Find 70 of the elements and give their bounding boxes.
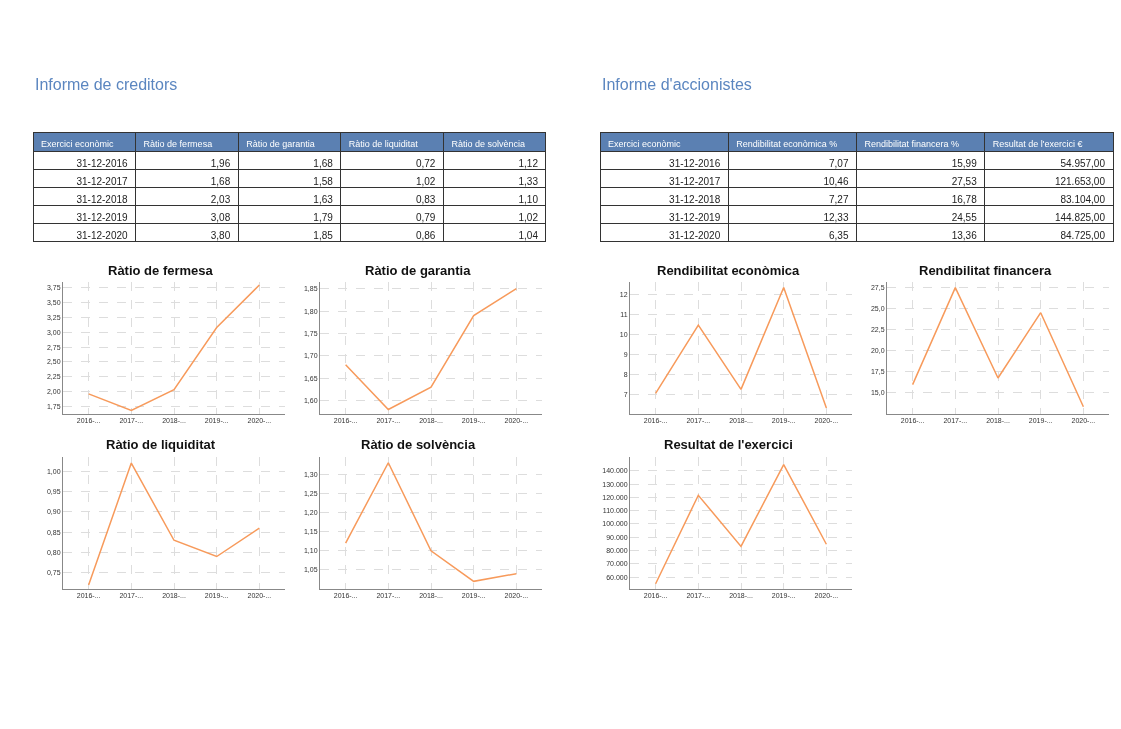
line-series: [344, 461, 518, 583]
text: 1,58: [313, 175, 334, 187]
text: 83.104,00: [1060, 193, 1106, 205]
text: 31-12-2019: [669, 211, 721, 223]
text: 1,02: [415, 175, 436, 187]
text: 31-12-2020: [76, 229, 129, 241]
line-series: [344, 287, 518, 411]
text: 1,63: [313, 193, 334, 205]
text: 31-12-2017: [76, 175, 129, 187]
text: 13,36: [951, 229, 978, 241]
text: 27,53: [951, 175, 978, 187]
text: 1,85: [313, 229, 334, 241]
text: Ràtio de solvència: [451, 138, 525, 149]
text: 3,08: [210, 211, 231, 223]
text: 2,03: [210, 193, 231, 205]
text: 31-12-2018: [76, 193, 129, 205]
text: Ràtio de garantia: [246, 138, 315, 149]
text: 31-12-2017: [669, 175, 721, 187]
text: 1,02: [518, 211, 539, 223]
text: 24,55: [951, 211, 978, 223]
text: Rendibilitat econòmica %: [736, 138, 838, 149]
chart-title: Rendibilitat econòmica: [657, 263, 801, 278]
text: 31-12-2018: [669, 193, 721, 205]
text: 1,04: [518, 229, 539, 241]
text: 1,68: [210, 175, 231, 187]
text: 31-12-2016: [76, 157, 129, 169]
text: 1,12: [518, 157, 539, 169]
chart-title: Rendibilitat financera: [919, 263, 1052, 278]
text: 31-12-2016: [669, 157, 721, 169]
text: 31-12-2019: [76, 211, 129, 223]
text: 1,10: [518, 193, 539, 205]
text: Resultat de l'exercici €: [992, 138, 1083, 149]
text: 1,96: [210, 157, 231, 169]
text: 121.653,00: [1054, 175, 1106, 187]
text: 7,27: [829, 193, 849, 205]
line-series: [87, 462, 261, 586]
text: 0,79: [415, 211, 436, 223]
text: Informe d'accionistes: [602, 76, 752, 93]
text: 84.725,00: [1060, 229, 1106, 241]
chart-title: Ràtio de liquiditat: [106, 437, 216, 452]
chart-title: Ràtio de garantia: [365, 263, 472, 278]
text: 0,72: [415, 157, 436, 169]
text: 7,07: [829, 157, 849, 169]
text: 16,78: [951, 193, 978, 205]
text: 6,35: [829, 229, 849, 241]
text: 0,83: [415, 193, 436, 205]
text: 144.825,00: [1054, 211, 1106, 223]
text: 3,80: [210, 229, 231, 241]
text: Informe de creditors: [35, 76, 178, 93]
line-series: [654, 463, 828, 585]
text: 1,79: [313, 211, 334, 223]
text: 12,33: [823, 211, 849, 223]
text: Exercici econòmic: [41, 138, 115, 149]
text: 54.957,00: [1060, 157, 1106, 169]
text: Ràtio de liquiditat: [348, 138, 419, 149]
text: 10,46: [823, 175, 849, 187]
text: 31-12-2020: [669, 229, 721, 241]
line-series: [654, 286, 828, 409]
chart-title: Ràtio de fermesa: [108, 263, 214, 278]
text: 1,33: [518, 175, 539, 187]
text: 0,86: [415, 229, 436, 241]
text: Exercici econòmic: [608, 138, 682, 149]
text: 1,68: [313, 157, 334, 169]
line-series: [87, 284, 261, 412]
text: 15,99: [951, 157, 978, 169]
text: Ràtio de fermesa: [143, 138, 213, 149]
text: Rendibilitat financera %: [864, 138, 960, 149]
chart-title: Resultat de l'exercici: [664, 437, 793, 452]
line-series: [911, 286, 1085, 408]
chart-title: Ràtio de solvència: [361, 437, 476, 452]
